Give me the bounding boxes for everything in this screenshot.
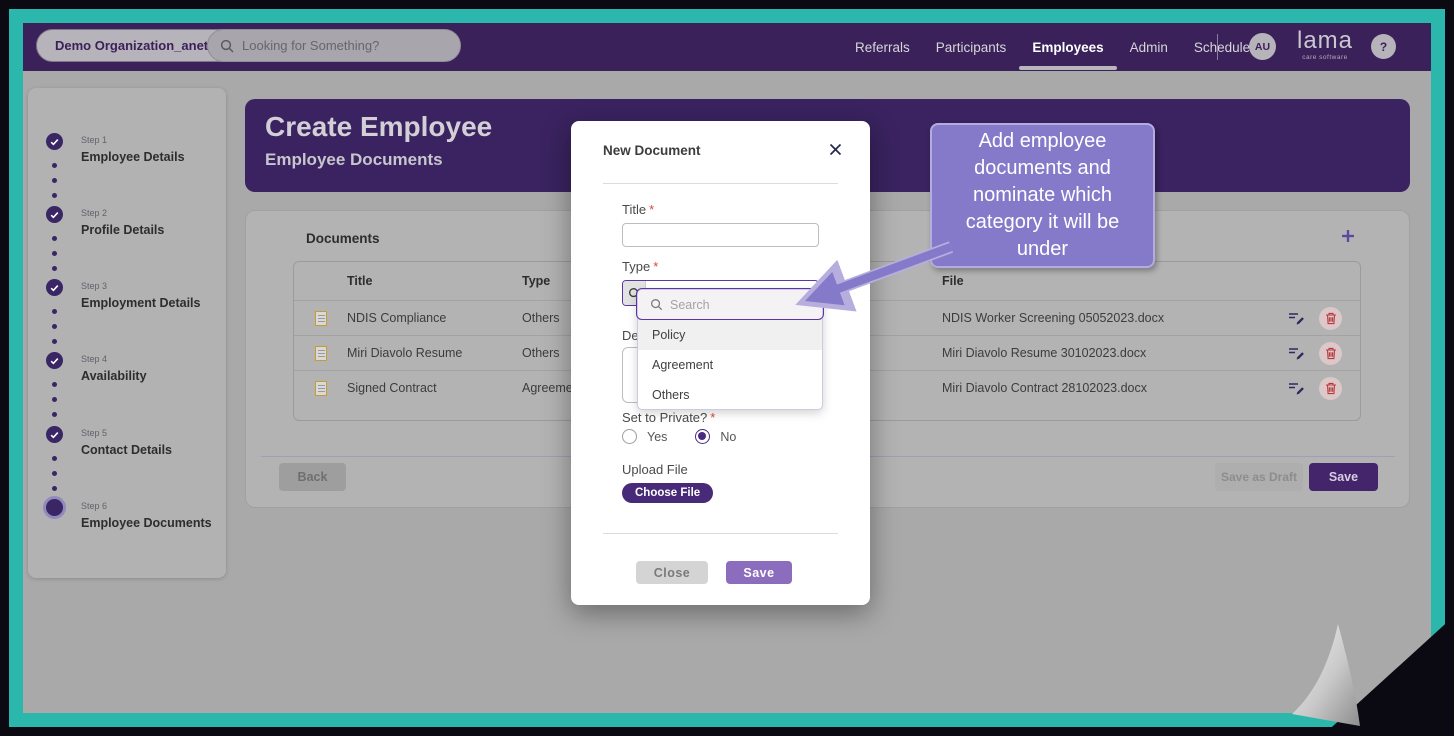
document-icon (314, 310, 327, 326)
top-navigation-bar: Demo Organization_anette Referrals Parti… (23, 23, 1431, 71)
document-icon (314, 380, 327, 396)
lama-logo: lama care software (1285, 27, 1365, 62)
doc-title: NDIS Compliance (347, 311, 447, 325)
col-title: Title (347, 274, 373, 288)
step-complete-icon (46, 352, 63, 369)
stepper-sidebar: Step 1 Employee Details Step 2 Profile D… (28, 88, 226, 578)
callout-text: Add employee documents and nominate whic… (965, 130, 1120, 260)
title-field-label: Title * (622, 202, 655, 217)
global-search[interactable] (207, 29, 461, 62)
edit-document-button[interactable] (1288, 346, 1305, 360)
dropdown-search[interactable] (638, 290, 822, 320)
edit-document-button[interactable] (1288, 381, 1305, 395)
nav-divider (1217, 34, 1218, 60)
help-button[interactable]: ? (1371, 34, 1396, 59)
edit-document-button[interactable] (1288, 311, 1305, 325)
dropdown-option-agreement[interactable]: Agreement (652, 358, 714, 372)
title-input[interactable] (622, 223, 819, 247)
annotation-callout: Add employee documents and nominate whic… (930, 123, 1155, 268)
step-dots (52, 456, 58, 501)
nav-schedule[interactable]: Schedule (1193, 39, 1251, 55)
dropdown-option-policy[interactable]: Policy (638, 320, 822, 350)
step-dots (52, 163, 58, 208)
step-complete-icon (46, 206, 63, 223)
primary-nav: Referrals Participants Employees Admin S… (853, 23, 1252, 71)
page-title: Create Employee (265, 111, 493, 142)
doc-file: Miri Diavolo Resume 30102023.docx (942, 346, 1147, 360)
save-as-draft-button[interactable]: Save as Draft (1215, 463, 1303, 491)
step-current-icon (46, 499, 63, 516)
type-field-label: Type * (622, 259, 659, 274)
step-complete-icon (46, 133, 63, 150)
app-window: Demo Organization_anette Referrals Parti… (23, 23, 1431, 713)
doc-title: Miri Diavolo Resume (347, 346, 463, 360)
radio-no-label: No (720, 429, 737, 444)
search-icon (651, 299, 663, 311)
radio-yes[interactable] (622, 429, 637, 444)
step-dots (52, 236, 58, 281)
radio-no[interactable] (695, 429, 711, 444)
type-dropdown: Policy Agreement Others (636, 288, 824, 410)
step-dots (52, 309, 58, 354)
logo-subtext: care software (1302, 54, 1348, 61)
choose-file-button[interactable]: Choose File (622, 483, 714, 503)
delete-document-button[interactable] (1319, 376, 1342, 400)
doc-title: Signed Contract (347, 381, 437, 395)
page-subtitle: Employee Documents (265, 150, 443, 169)
doc-file: NDIS Worker Screening 05052023.docx (942, 311, 1165, 325)
private-field-label: Set to Private? * (622, 410, 716, 425)
user-avatar[interactable]: AU (1249, 33, 1276, 60)
global-search-input[interactable] (242, 38, 442, 53)
trash-icon (1325, 347, 1336, 359)
nav-referrals[interactable]: Referrals (855, 39, 910, 55)
doc-file: Miri Diavolo Contract 28102023.docx (942, 381, 1147, 395)
doc-type: Agreement (522, 381, 584, 395)
documents-section-title: Documents (306, 231, 380, 246)
active-tab-underline (1019, 66, 1117, 70)
trash-icon (1325, 382, 1336, 394)
organization-label: Demo Organization_anette (55, 38, 220, 53)
dropdown-search-input[interactable] (670, 297, 810, 312)
nav-participants[interactable]: Participants (935, 39, 1007, 55)
organization-button[interactable]: Demo Organization_anette (36, 29, 239, 62)
delete-document-button[interactable] (1319, 341, 1342, 365)
private-radio-group: Yes No (622, 429, 754, 444)
modal-title: New Document (603, 143, 701, 158)
nav-employees[interactable]: Employees (1019, 23, 1117, 71)
doc-type: Others (522, 346, 560, 360)
col-type: Type (522, 274, 551, 288)
step-dots (52, 382, 58, 427)
delete-document-button[interactable] (1319, 306, 1342, 330)
nav-admin[interactable]: Admin (1129, 39, 1168, 55)
radio-yes-label: Yes (647, 429, 668, 444)
modal-divider (603, 183, 838, 184)
new-document-modal: New Document Title* Type* Description (571, 121, 870, 605)
modal-divider (603, 533, 838, 534)
modal-close-button[interactable]: Close (636, 561, 708, 584)
logo-text: lama (1296, 27, 1354, 54)
add-document-button[interactable] (1339, 227, 1357, 245)
document-icon (314, 345, 327, 361)
search-icon (220, 39, 234, 53)
col-file: File (942, 274, 964, 288)
modal-save-button[interactable]: Save (726, 561, 792, 584)
step-complete-icon (46, 426, 63, 443)
close-icon[interactable] (829, 143, 842, 156)
step-complete-icon (46, 279, 63, 296)
dropdown-option-others[interactable]: Others (652, 388, 690, 402)
save-button[interactable]: Save (1309, 463, 1378, 491)
doc-type: Others (522, 311, 560, 325)
upload-field-label: Upload File (622, 462, 688, 477)
trash-icon (1325, 312, 1336, 324)
back-button[interactable]: Back (279, 463, 346, 491)
